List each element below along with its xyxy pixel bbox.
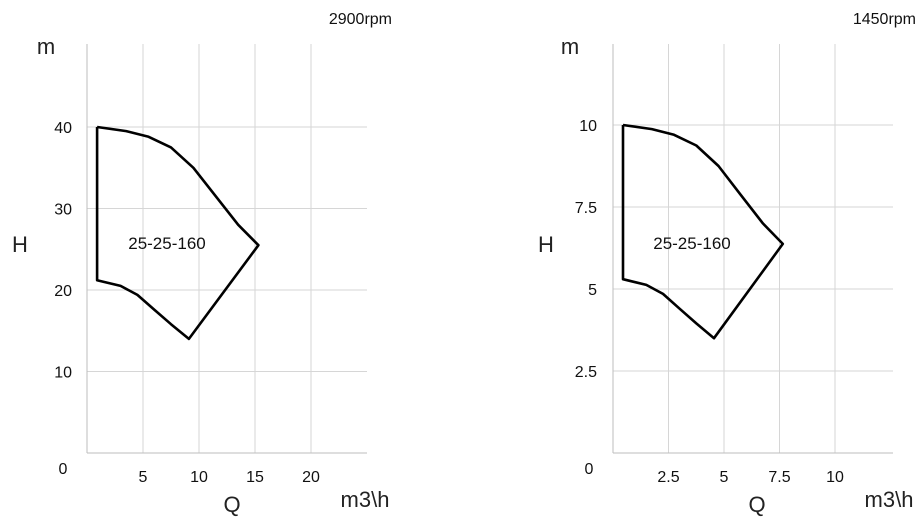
chart1-y-tick-label: 40 [54, 120, 72, 137]
chart1-y-tick-label: 20 [54, 283, 72, 300]
chart1-x-axis-label: Q [223, 492, 240, 517]
chart2-model-label: 25-25-160 [653, 234, 731, 253]
chart2-speed-label: 1450rpm [853, 11, 916, 28]
chart2-y-axis-label: H [538, 232, 554, 257]
chart2-y-tick-label: 2.5 [575, 364, 597, 381]
chart2-y-tick-label: 10 [579, 118, 597, 135]
chart2-x-axis-label: Q [748, 492, 765, 517]
chart2-operating-envelope [621, 123, 785, 340]
chart2-x-unit-label: m3\h [865, 487, 914, 512]
chart2-y-tick-label: 5 [588, 282, 597, 299]
chart1-origin-label: 0 [59, 461, 68, 478]
chart1-y-unit-label: m [37, 34, 55, 59]
chart2-y-tick-label: 7.5 [575, 200, 597, 217]
chart2-y-unit-label: m [561, 34, 579, 59]
chart1-model-label: 25-25-160 [128, 234, 206, 253]
chart1-x-tick-label: 5 [139, 469, 148, 486]
chart1-x-unit-label: m3\h [341, 487, 390, 512]
chart2-origin-label: 0 [585, 461, 594, 478]
chart1-y-axis-label: H [12, 232, 28, 257]
chart1-x-tick-label: 10 [190, 469, 208, 486]
chart1-y-tick-label: 10 [54, 365, 72, 382]
chart2-x-tick-label: 10 [826, 469, 844, 486]
chart2-x-tick-label: 7.5 [768, 469, 790, 486]
chart2-x-tick-label: 2.5 [657, 469, 679, 486]
chart2-x-tick-label: 5 [720, 469, 729, 486]
chart1-x-tick-label: 20 [302, 469, 320, 486]
chart1-operating-envelope [95, 125, 260, 341]
chart1-y-tick-label: 30 [54, 202, 72, 219]
chart1-speed-label: 2900rpm [329, 11, 392, 28]
chart1-x-tick-label: 15 [246, 469, 264, 486]
